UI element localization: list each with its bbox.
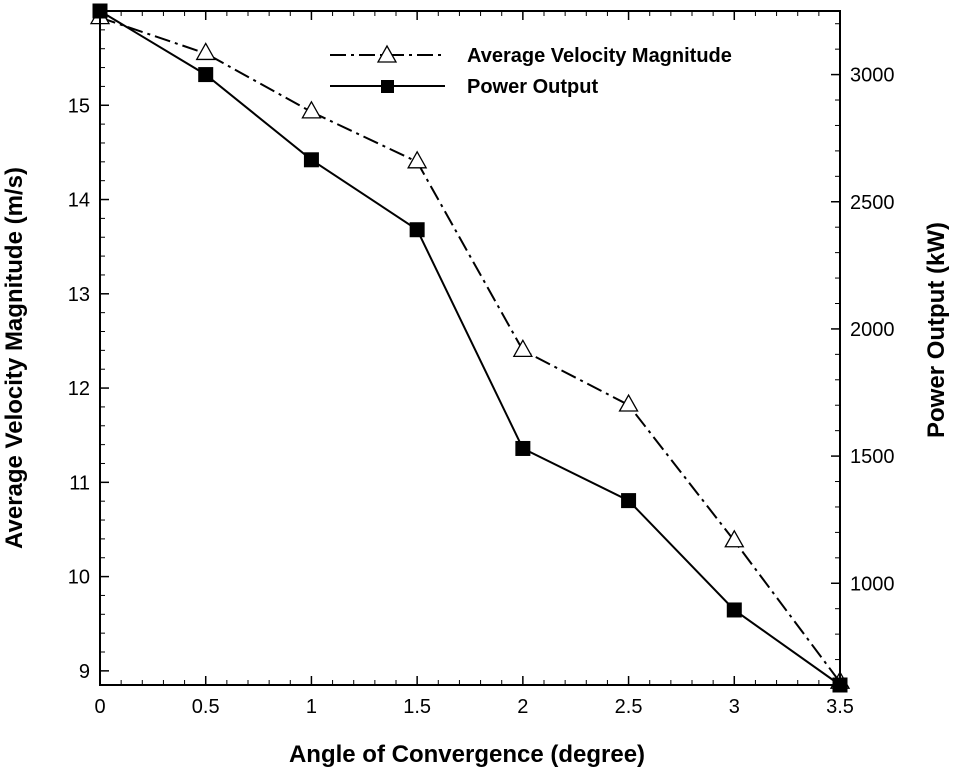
- power-marker: [303, 152, 319, 168]
- y-right-tick-label: 3000: [850, 65, 895, 87]
- power-marker: [515, 440, 531, 456]
- velocity-marker: [195, 42, 216, 61]
- x-tick-label: 0.5: [192, 696, 220, 718]
- velocity-marker: [301, 100, 322, 119]
- series-line: [99, 10, 841, 686]
- legend-velocity-marker: [376, 44, 398, 63]
- y-right-tick-label: 1500: [850, 446, 895, 468]
- y-axis-right-title: Power Output (kW): [923, 222, 950, 438]
- x-tick-label: 3: [729, 696, 740, 718]
- y-right-tick-label: 2500: [850, 192, 895, 214]
- velocity-marker: [407, 150, 428, 169]
- x-tick-label: 3.5: [826, 696, 854, 718]
- power-marker: [409, 222, 425, 238]
- y-left-tick-label: 9: [79, 661, 90, 683]
- y-left-tick-label: 12: [68, 378, 90, 400]
- power-marker: [198, 67, 214, 83]
- y-left-tick-label: 11: [69, 472, 90, 494]
- legend-velocity-label: Average Velocity Magnitude: [467, 45, 732, 67]
- velocity-marker: [724, 529, 745, 548]
- legend-power-marker: [381, 80, 394, 93]
- y-left-tick-label: 13: [68, 284, 90, 306]
- x-tick-label: 2: [517, 696, 528, 718]
- velocity-marker: [618, 393, 639, 412]
- x-axis-title: Angle of Convergence (degree): [289, 741, 645, 768]
- x-tick-label: 0: [94, 696, 105, 718]
- x-tick-label: 1.5: [403, 696, 431, 718]
- x-tick-label: 1: [306, 696, 317, 718]
- series-line: [99, 16, 841, 683]
- plot-frame: [99, 10, 841, 686]
- power-marker: [726, 602, 742, 618]
- power-marker: [621, 493, 637, 509]
- legend-power-label: Power Output: [467, 76, 598, 98]
- velocity-marker: [512, 339, 533, 358]
- y-right-tick-label: 2000: [850, 319, 895, 341]
- series-layer: [89, 3, 851, 693]
- ticks-layer: 0 0.5 1 1.5 2 2.5 3 3.5 9 10 11 12 13 14 15 1000 1500 200…: [68, 11, 895, 718]
- y-axis-left-title: Average Velocity Magnitude (m/s): [1, 167, 28, 549]
- y-left-tick-label: 15: [68, 95, 90, 117]
- y-left-tick-label: 14: [68, 190, 90, 212]
- y-left-tick-label: 10: [68, 567, 90, 589]
- legend: Average Velocity Magnitude Power Output: [330, 44, 732, 98]
- y-right-tick-label: 1000: [850, 573, 895, 595]
- x-tick-label: 2.5: [615, 696, 643, 718]
